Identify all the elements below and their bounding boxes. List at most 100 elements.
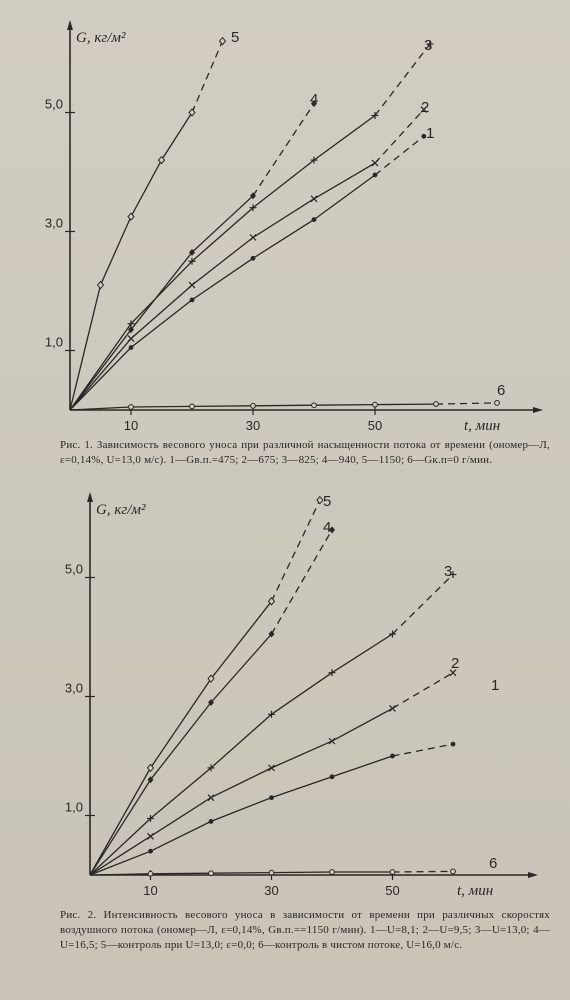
series-1: 1 [89,677,499,876]
series-6-point [189,403,195,410]
series-2-label: 2 [421,99,429,116]
series-6-label: 6 [489,855,497,872]
series-2-point [420,106,428,113]
series-4-line [69,195,254,411]
series-5-point [267,597,276,606]
series-5: 5 [69,29,239,411]
series-1-point [269,795,274,801]
series-5-point [207,674,215,683]
series-1-label: 1 [491,677,499,694]
series-1-point [250,255,256,261]
series-6-dashed-line [392,870,454,873]
series-1-dashed-line [374,135,425,176]
series-1-point [372,172,378,178]
y-axis-arrow [67,20,73,30]
x-axis-label: t, мин [457,883,493,899]
series-3-point [249,204,257,212]
series-6-point [128,404,134,410]
series-4-dashed-line [270,529,333,635]
series-6-point [268,869,275,876]
y-axis-arrow [87,492,93,502]
series-4-point [268,630,275,638]
series-3-dashed-line [392,574,454,635]
series-6-point [250,402,256,409]
series-3: 3 [89,563,457,876]
series-6: 6 [69,382,505,411]
series-6-point [372,401,378,408]
y-tick-label: 3,0 [45,216,63,231]
series-2-line [89,707,393,876]
series-6-point [450,868,456,875]
y-tick-label: 1,0 [45,335,63,350]
series-3-point [449,571,457,579]
x-axis-arrow [528,872,538,878]
series-3-point [188,257,196,265]
series-6-point [494,399,500,406]
series-6-point [433,401,439,407]
series-4: 4 [89,519,335,876]
series-2-point [449,669,457,677]
series-4-point [189,248,195,256]
series-2: 2 [69,99,429,411]
series-1-point [421,133,427,139]
y-tick-label: 1,0 [65,800,83,815]
series-2-point [147,832,154,840]
series-1-point [329,774,335,780]
series-4-line [89,633,272,876]
series-4-label: 4 [323,519,331,536]
series-2: 2 [89,655,459,876]
x-tick-label: 30 [246,418,260,433]
x-tick-label: 10 [143,883,157,898]
series-4-point [128,326,134,334]
series-4-point [311,100,317,108]
series-3-point [371,111,379,119]
y-tick-label: 5,0 [65,562,83,577]
chart-fig2: 10 30 50 1,0 3,0 5,0 G, кг/м² t, мин 1 2 3 4 5 6 [65,492,538,899]
series-1-line [69,174,376,411]
series-3-point [328,669,336,677]
series-1-line [89,755,393,876]
series-3-point [147,814,154,822]
series-1-point [390,753,395,759]
series-4-point [208,698,214,706]
series-3-dashed-line [374,43,431,116]
series-5-point [96,280,105,290]
series-2-point [310,195,318,203]
series-5-line [89,600,273,876]
series-1-point [208,819,214,824]
y-tick-label: 3,0 [65,681,83,696]
series-5-point [146,763,155,773]
series-2-point [207,794,215,802]
series-5-point [218,36,227,46]
x-tick-label: 10 [124,418,138,433]
series-5-line [69,112,193,411]
series-2-point [127,335,135,343]
series-1: 1 [69,125,434,411]
caption-fig2: Рис. 2. Интенсивность весового уноса в з… [60,909,550,951]
series-2-point [188,281,196,289]
series-2-point [371,159,379,167]
series-1-dashed-line [392,743,454,757]
series-3-point [389,630,396,638]
series-1-label: 1 [426,125,434,142]
series-6-dashed-line [435,402,498,405]
series-6-point [329,869,335,875]
series-4: 4 [69,91,318,411]
series-4-point [329,526,335,534]
y-axis-label: G, кг/м² [76,30,126,46]
series-5-dashed-line [270,499,321,602]
series-3-line [89,633,393,876]
series-5-point [316,495,324,505]
series-6-label: 6 [497,382,505,399]
series-6-point [311,402,317,409]
series-5: 5 [89,493,331,876]
series-2-label: 2 [451,655,459,672]
series-6-point [389,869,396,875]
series-6-line [89,871,393,876]
series-2-point [268,764,275,772]
x-axis-arrow [533,407,543,413]
series-6: 6 [89,855,497,877]
series-5-label: 5 [231,29,239,46]
series-2-point [328,737,336,745]
